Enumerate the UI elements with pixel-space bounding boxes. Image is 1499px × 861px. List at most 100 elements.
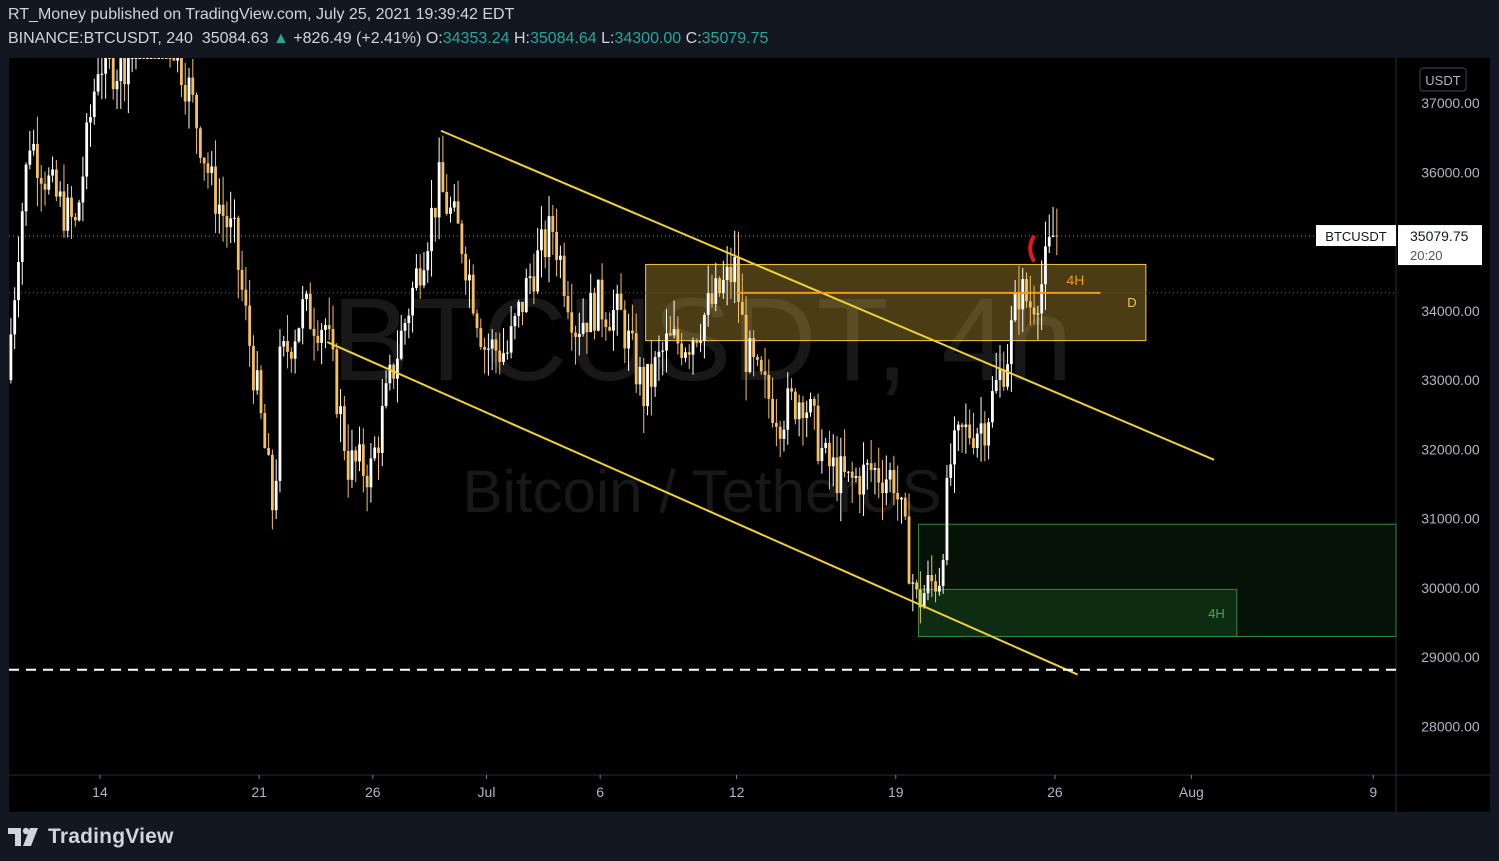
candle-body bbox=[206, 163, 210, 173]
candle-body bbox=[350, 450, 354, 480]
x-tick-label: 26 bbox=[1047, 784, 1063, 800]
symbol-interval[interactable]: BINANCE:BTCUSDT, 240 bbox=[8, 30, 193, 47]
candle-body bbox=[96, 74, 100, 92]
plot-area[interactable] bbox=[9, 58, 1396, 775]
candle-body bbox=[24, 164, 28, 212]
support-zone-4h-label: 4H bbox=[1208, 606, 1225, 621]
y-tick-label: 34000.00 bbox=[1421, 303, 1480, 319]
close-label: C: bbox=[685, 30, 702, 47]
candle-body bbox=[915, 582, 919, 590]
channel-lower-line[interactable] bbox=[326, 341, 1079, 676]
candle-body bbox=[543, 229, 547, 258]
candle-body bbox=[433, 207, 437, 218]
last-price-label: BTCUSDT 35079.75 20:20 bbox=[1316, 225, 1482, 266]
y-tick-label: 29000.00 bbox=[1421, 649, 1480, 665]
candle-body bbox=[377, 447, 380, 453]
candle-body bbox=[907, 516, 911, 584]
candle-body bbox=[51, 169, 54, 176]
candle-body bbox=[699, 340, 703, 343]
candle-body bbox=[54, 169, 58, 197]
candle-body bbox=[498, 350, 502, 362]
candle-body bbox=[252, 345, 255, 391]
candle-body bbox=[312, 328, 316, 336]
resistance-zone-daily[interactable] bbox=[645, 263, 1147, 342]
candle-body bbox=[176, 58, 180, 61]
candle-body bbox=[1036, 313, 1040, 315]
candle-body bbox=[809, 398, 812, 413]
candle-body bbox=[70, 197, 73, 217]
level-4h-label: 4H bbox=[1066, 272, 1084, 288]
candle-body bbox=[490, 339, 494, 349]
candle-body bbox=[596, 279, 600, 331]
candle-body bbox=[183, 85, 187, 102]
candle-body bbox=[994, 380, 998, 392]
candle-body bbox=[418, 268, 422, 286]
candle-body bbox=[710, 293, 714, 304]
candle-body bbox=[782, 429, 786, 439]
candle-body bbox=[847, 471, 850, 473]
candle-body bbox=[373, 447, 377, 459]
candle-body bbox=[1017, 292, 1021, 310]
candle-body bbox=[460, 223, 464, 254]
candle-body bbox=[248, 305, 252, 346]
candle-body bbox=[665, 333, 668, 351]
tradingview-logo[interactable]: TradingView bbox=[8, 824, 174, 850]
y-tick-label: 30000.00 bbox=[1421, 580, 1480, 596]
candle-body bbox=[956, 424, 960, 431]
candle-body bbox=[729, 266, 733, 283]
candle-body bbox=[812, 398, 816, 406]
candle-body bbox=[1025, 279, 1028, 302]
candle-body bbox=[778, 426, 782, 439]
low-label: L: bbox=[601, 30, 615, 47]
candle-body bbox=[884, 479, 888, 494]
candle-body bbox=[1006, 364, 1009, 387]
candle-body bbox=[168, 58, 172, 59]
candle-body bbox=[81, 176, 85, 203]
candle-body bbox=[831, 457, 835, 467]
candle-body bbox=[922, 593, 926, 608]
candle-body bbox=[17, 262, 20, 301]
candle-body bbox=[445, 191, 449, 214]
candle-body bbox=[536, 250, 540, 292]
candle-body bbox=[661, 350, 665, 352]
candle-body bbox=[104, 58, 108, 74]
candle-body bbox=[483, 346, 486, 350]
candle-body bbox=[47, 175, 51, 190]
candle-body bbox=[1051, 235, 1055, 237]
candle-body bbox=[858, 476, 862, 495]
candle-body bbox=[339, 406, 342, 415]
candle-body bbox=[756, 357, 759, 360]
currency-badge[interactable]: USDT bbox=[1419, 67, 1467, 92]
candle-body bbox=[58, 191, 62, 197]
candle-body bbox=[850, 471, 854, 478]
candle-body bbox=[198, 128, 202, 158]
candle-body bbox=[145, 58, 149, 59]
last-value: 35084.63 bbox=[201, 30, 269, 47]
price-axis[interactable] bbox=[1396, 58, 1490, 812]
downtrend-line[interactable] bbox=[440, 129, 1215, 461]
candle-body bbox=[233, 217, 236, 219]
candle-body bbox=[210, 166, 214, 173]
candle-body bbox=[115, 81, 119, 90]
candle-body bbox=[968, 424, 972, 439]
candle-body bbox=[316, 335, 320, 343]
candle-body bbox=[331, 329, 335, 350]
candle-body bbox=[142, 58, 145, 59]
candle-body bbox=[126, 58, 130, 85]
high-value: 35084.64 bbox=[529, 30, 597, 47]
candle-body bbox=[630, 330, 634, 334]
candle-body bbox=[623, 309, 627, 349]
candle-body bbox=[471, 274, 475, 314]
candle-body bbox=[862, 464, 865, 495]
candle-body bbox=[422, 270, 426, 286]
candle-body bbox=[92, 91, 96, 118]
candle-body bbox=[896, 493, 900, 500]
candle-body bbox=[267, 448, 270, 455]
support-zone-outer[interactable] bbox=[918, 523, 1397, 637]
candle-body bbox=[225, 215, 229, 228]
time-axis[interactable] bbox=[9, 775, 1396, 812]
candle-body bbox=[384, 383, 388, 406]
candle-body bbox=[346, 451, 350, 480]
support-zone-4h[interactable] bbox=[918, 588, 1238, 637]
